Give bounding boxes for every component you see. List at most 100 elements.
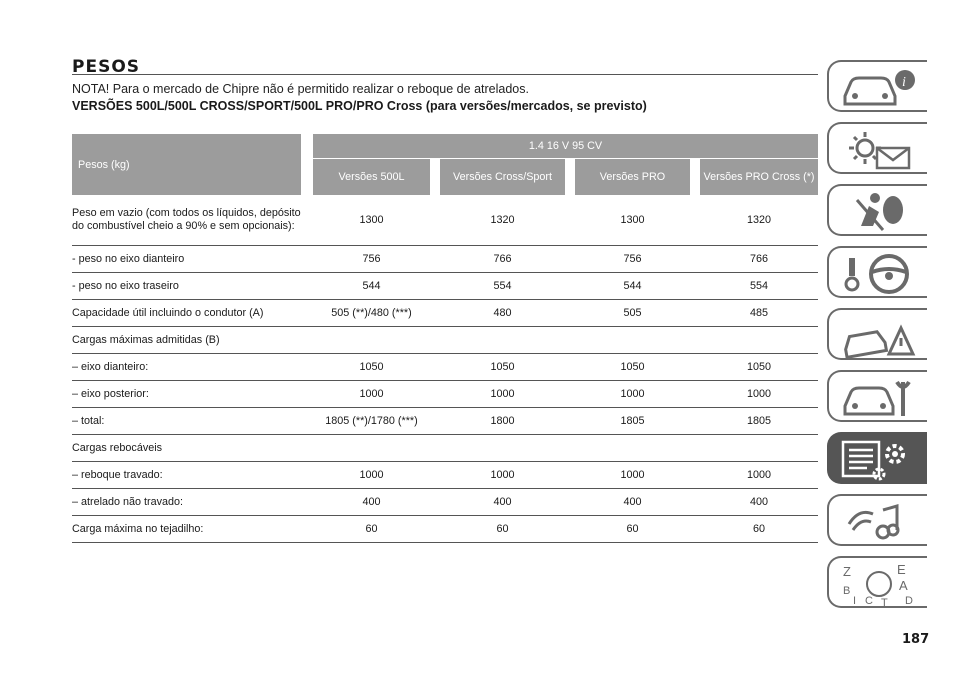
cell-value: 400 bbox=[440, 488, 565, 516]
cell-value bbox=[575, 326, 690, 354]
cell-value: 544 bbox=[313, 272, 430, 300]
row-label: Cargas máximas admitidas (B) bbox=[72, 326, 301, 354]
column-header: Versões 500L bbox=[313, 158, 430, 195]
cell-value bbox=[700, 326, 819, 354]
index-letter: D bbox=[905, 595, 913, 606]
cell-value: 1000 bbox=[313, 380, 430, 408]
cell-value: 485 bbox=[700, 299, 819, 327]
row-label: – total: bbox=[72, 407, 301, 435]
table-row: – reboque travado: 1000 1000 1000 1000 bbox=[72, 461, 819, 489]
table-row: - peso no eixo dianteiro 756 766 756 766 bbox=[72, 245, 819, 273]
index-letter: A bbox=[899, 578, 908, 593]
tab-technical-data[interactable] bbox=[827, 432, 927, 484]
cell-value: 756 bbox=[313, 245, 430, 273]
versions-subheading: VERSÕES 500L/500L CROSS/SPORT/500L PRO/P… bbox=[72, 99, 647, 113]
table-row: Peso em vazio (com todos os líquidos, de… bbox=[72, 195, 819, 246]
cell-value: 1050 bbox=[313, 353, 430, 381]
cell-value: 400 bbox=[575, 488, 690, 516]
cell-value: 1050 bbox=[575, 353, 690, 381]
cell-value: 1050 bbox=[440, 353, 565, 381]
safety-airbag-icon bbox=[855, 193, 903, 231]
index-letter: E bbox=[897, 562, 906, 577]
warning-lights-icon bbox=[849, 132, 911, 170]
heading-rule bbox=[72, 74, 818, 75]
row-label: Carga máxima no tejadilho: bbox=[72, 515, 301, 543]
column-header: Versões Cross/Sport bbox=[440, 158, 565, 195]
cell-value: 1000 bbox=[575, 380, 690, 408]
row-label: - peso no eixo dianteiro bbox=[72, 245, 301, 273]
table-row: Cargas máximas admitidas (B) bbox=[72, 326, 819, 354]
car-info-icon: i bbox=[843, 70, 915, 106]
cell-value bbox=[313, 326, 430, 354]
table-row: - peso no eixo traseiro 544 554 544 554 bbox=[72, 272, 819, 300]
cell-value: 60 bbox=[700, 515, 819, 543]
market-note: NOTA! Para o mercado de Chipre não é per… bbox=[72, 82, 529, 96]
column-header: Versões PRO Cross (*) bbox=[700, 158, 819, 195]
table-row: – atrelado não travado: 400 400 400 400 bbox=[72, 488, 819, 516]
cell-value bbox=[440, 326, 565, 354]
index-letter: B bbox=[843, 585, 850, 597]
cell-value: 1050 bbox=[700, 353, 819, 381]
cell-value: 505 (**)/480 (***) bbox=[313, 299, 430, 327]
cell-value: 1300 bbox=[575, 195, 690, 246]
row-label: – reboque travado: bbox=[72, 461, 301, 489]
cell-value: 400 bbox=[313, 488, 430, 516]
cell-value bbox=[440, 434, 565, 462]
row-label: – eixo dianteiro: bbox=[72, 353, 301, 381]
row-header: Pesos (kg) bbox=[72, 134, 301, 195]
tab-index[interactable]: Z E B A I C T D bbox=[827, 556, 927, 608]
row-label: Peso em vazio (com todos os líquidos, de… bbox=[72, 195, 301, 246]
cell-value bbox=[313, 434, 430, 462]
index-icon: Z E B A I C T D bbox=[843, 562, 913, 606]
cell-value: 554 bbox=[440, 272, 565, 300]
tab-safety[interactable] bbox=[827, 184, 927, 236]
maintenance-icon bbox=[843, 380, 911, 416]
row-label: Cargas rebocáveis bbox=[72, 434, 301, 462]
table-row: Cargas rebocáveis bbox=[72, 434, 819, 462]
tab-multimedia[interactable] bbox=[827, 494, 927, 546]
cell-value: 505 bbox=[575, 299, 690, 327]
cell-value: 1000 bbox=[440, 380, 565, 408]
cell-value: 1800 bbox=[440, 407, 565, 435]
cell-value: 1000 bbox=[440, 461, 565, 489]
row-label: Capacidade útil incluindo o condutor (A) bbox=[72, 299, 301, 327]
cell-value bbox=[575, 434, 690, 462]
cell-value: 756 bbox=[575, 245, 690, 273]
tab-car-info[interactable]: i bbox=[827, 60, 927, 112]
cell-value: 1805 bbox=[575, 407, 690, 435]
cell-value: 544 bbox=[575, 272, 690, 300]
tab-emergency[interactable] bbox=[827, 308, 927, 360]
row-label: – eixo posterior: bbox=[72, 380, 301, 408]
cell-value: 766 bbox=[440, 245, 565, 273]
cell-value bbox=[700, 434, 819, 462]
cell-value: 1000 bbox=[700, 461, 819, 489]
index-letter: Z bbox=[843, 564, 851, 579]
weights-table: Pesos (kg) 1.4 16 V 95 CV Versões 500L V… bbox=[72, 134, 819, 543]
multimedia-icon bbox=[847, 504, 900, 540]
cell-value: 60 bbox=[440, 515, 565, 543]
index-letter: C bbox=[865, 595, 873, 606]
row-label: - peso no eixo traseiro bbox=[72, 272, 301, 300]
cell-value: 1000 bbox=[700, 380, 819, 408]
page-number: 187 bbox=[902, 632, 930, 647]
table-row: Carga máxima no tejadilho: 60 60 60 60 bbox=[72, 515, 819, 543]
table-row: – eixo posterior: 1000 1000 1000 1000 bbox=[72, 380, 819, 408]
cell-value: 400 bbox=[700, 488, 819, 516]
cell-value: 1320 bbox=[700, 195, 819, 246]
cell-value: 1300 bbox=[313, 195, 430, 246]
cell-value: 766 bbox=[700, 245, 819, 273]
tab-warning-lights[interactable] bbox=[827, 122, 927, 174]
column-header: Versões PRO bbox=[575, 158, 690, 195]
technical-data-icon bbox=[841, 440, 905, 481]
tab-maintenance[interactable] bbox=[827, 370, 927, 422]
page-heading: PESOS bbox=[72, 57, 141, 77]
cell-value: 1805 bbox=[700, 407, 819, 435]
row-label: – atrelado não travado: bbox=[72, 488, 301, 516]
cell-value: 1805 (**)/1780 (***) bbox=[313, 407, 430, 435]
table-row: – eixo dianteiro: 1050 1050 1050 1050 bbox=[72, 353, 819, 381]
index-letter: T bbox=[881, 597, 888, 606]
engine-header: 1.4 16 V 95 CV bbox=[313, 134, 819, 159]
cell-value: 1320 bbox=[440, 195, 565, 246]
tab-starting-driving[interactable] bbox=[827, 246, 927, 298]
cell-value: 60 bbox=[575, 515, 690, 543]
